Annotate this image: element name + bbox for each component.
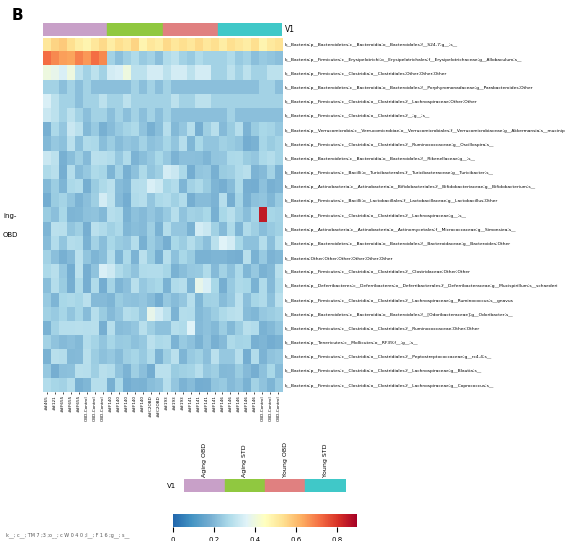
- Text: Young OBD: Young OBD: [283, 443, 287, 478]
- Bar: [265, 479, 305, 492]
- Text: OBD: OBD: [3, 232, 18, 239]
- Text: Aging OBD: Aging OBD: [202, 443, 207, 478]
- Bar: [43, 23, 107, 36]
- Bar: [162, 23, 218, 36]
- Text: Young STD: Young STD: [323, 444, 328, 478]
- Bar: [184, 479, 225, 492]
- Text: k__; c__; TM 7 ;3 ;o__; c W 0 4 0 ;l__; F 1 6 ;g__; s__: k__; c__; TM 7 ;3 ;o__; c W 0 4 0 ;l__; …: [6, 532, 129, 538]
- Bar: [218, 23, 282, 36]
- Text: V1: V1: [167, 483, 176, 489]
- Text: V1: V1: [285, 25, 295, 34]
- Bar: [107, 23, 162, 36]
- Text: B: B: [12, 8, 23, 23]
- Bar: [225, 479, 265, 492]
- Text: ing-: ing-: [3, 213, 16, 220]
- Bar: [305, 479, 346, 492]
- Text: Aging STD: Aging STD: [242, 445, 247, 478]
